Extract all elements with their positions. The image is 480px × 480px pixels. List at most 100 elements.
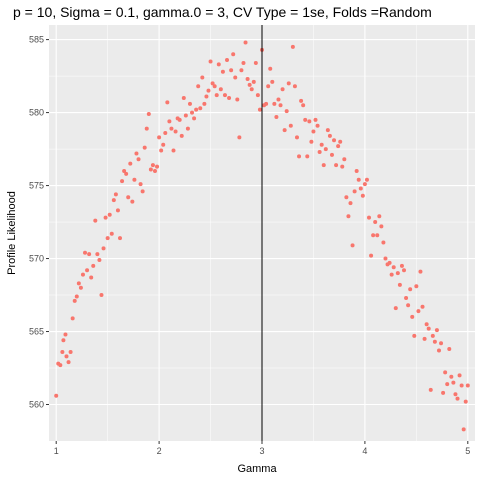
data-point [465, 383, 470, 388]
data-point [212, 84, 217, 89]
data-point [301, 103, 306, 108]
data-point [447, 347, 452, 352]
data-point [169, 126, 174, 131]
data-point [336, 144, 341, 149]
data-point [356, 177, 361, 182]
data-point [233, 75, 238, 80]
data-point [445, 382, 450, 387]
data-point [251, 79, 256, 84]
data-point [307, 119, 312, 124]
data-point [412, 333, 417, 338]
data-point [103, 215, 108, 220]
data-point [393, 306, 398, 311]
data-point [177, 117, 182, 122]
data-point [344, 195, 349, 200]
data-point [185, 126, 190, 131]
data-point [449, 374, 454, 379]
data-point [200, 75, 205, 80]
data-point [111, 198, 116, 203]
data-point [325, 128, 330, 133]
data-point [315, 123, 320, 128]
data-point [115, 208, 120, 213]
data-point [231, 52, 236, 57]
data-point [58, 363, 63, 368]
data-point [63, 332, 68, 337]
data-point [408, 287, 413, 292]
x-tick-label: 3 [259, 446, 264, 456]
data-point [391, 265, 396, 270]
data-point [358, 186, 363, 191]
data-point [292, 84, 297, 89]
data-point [253, 60, 258, 65]
data-point [397, 282, 402, 287]
data-point [294, 135, 299, 140]
data-point [299, 98, 304, 103]
data-point [354, 168, 359, 173]
data-point [282, 128, 287, 133]
data-point [457, 373, 462, 378]
data-point [190, 110, 195, 115]
data-point [375, 233, 380, 238]
data-point [192, 116, 197, 121]
data-point [140, 189, 145, 194]
data-point [122, 168, 127, 173]
data-point [459, 383, 464, 388]
data-point [72, 298, 77, 303]
data-point [148, 167, 153, 172]
data-point [144, 126, 149, 131]
data-point [367, 215, 372, 220]
data-point [202, 101, 207, 106]
data-point [362, 182, 367, 187]
data-point [286, 81, 291, 86]
data-points [54, 40, 470, 432]
data-point [332, 138, 337, 143]
data-point [387, 260, 392, 265]
data-point [78, 285, 83, 290]
data-point [327, 133, 332, 138]
data-point [136, 157, 141, 162]
data-point [313, 117, 318, 122]
data-point [142, 145, 147, 150]
data-point [120, 179, 125, 184]
data-point [124, 171, 129, 176]
data-point [179, 133, 184, 138]
data-point [422, 336, 427, 341]
data-point [206, 88, 211, 93]
data-point [416, 309, 421, 314]
data-point [210, 81, 215, 86]
data-point [274, 114, 279, 119]
data-point [229, 68, 234, 73]
data-point [61, 338, 66, 343]
data-point [157, 135, 162, 140]
data-point [255, 93, 260, 98]
data-point [187, 101, 192, 106]
data-point [249, 87, 254, 92]
data-point [152, 168, 157, 173]
data-point [134, 151, 139, 156]
data-point [181, 95, 186, 100]
data-point [303, 117, 308, 122]
data-point [107, 212, 112, 217]
data-point [247, 82, 252, 87]
data-point [227, 95, 232, 100]
data-point [414, 284, 419, 289]
data-point [402, 268, 406, 273]
data-point [130, 199, 135, 204]
data-point [83, 250, 88, 255]
data-point [290, 44, 295, 49]
data-point [257, 107, 262, 112]
data-point [60, 349, 65, 354]
data-point [379, 224, 384, 229]
data-point [377, 214, 382, 219]
data-point [441, 390, 446, 395]
data-point [272, 101, 277, 106]
x-tick-label: 2 [157, 446, 162, 456]
data-point [264, 101, 269, 106]
data-point [420, 304, 425, 309]
data-point [216, 62, 221, 67]
data-point [161, 142, 166, 147]
data-point [373, 220, 378, 225]
data-point [97, 258, 102, 263]
data-point [317, 149, 322, 154]
